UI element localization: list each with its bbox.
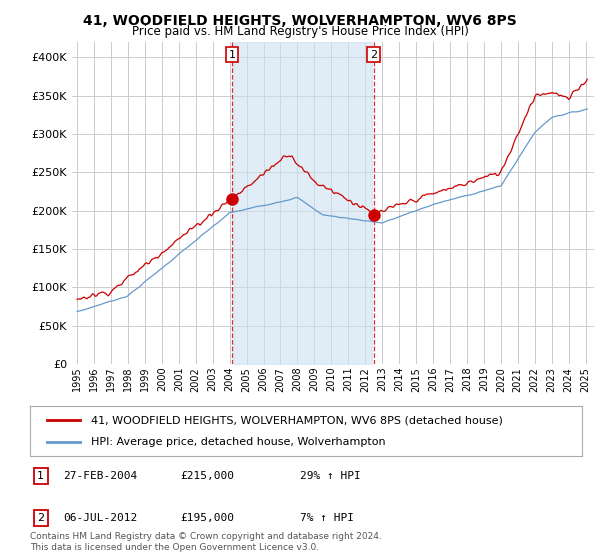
Text: 29% ↑ HPI: 29% ↑ HPI [300, 471, 361, 481]
Text: £215,000: £215,000 [180, 471, 234, 481]
Text: 1: 1 [229, 50, 236, 60]
Text: 41, WOODFIELD HEIGHTS, WOLVERHAMPTON, WV6 8PS (detached house): 41, WOODFIELD HEIGHTS, WOLVERHAMPTON, WV… [91, 415, 503, 425]
Text: 2: 2 [37, 513, 44, 523]
Text: Price paid vs. HM Land Registry's House Price Index (HPI): Price paid vs. HM Land Registry's House … [131, 25, 469, 38]
Text: 06-JUL-2012: 06-JUL-2012 [63, 513, 137, 523]
Text: 41, WOODFIELD HEIGHTS, WOLVERHAMPTON, WV6 8PS: 41, WOODFIELD HEIGHTS, WOLVERHAMPTON, WV… [83, 14, 517, 28]
Text: 7% ↑ HPI: 7% ↑ HPI [300, 513, 354, 523]
Text: HPI: Average price, detached house, Wolverhampton: HPI: Average price, detached house, Wolv… [91, 437, 385, 447]
Text: 27-FEB-2004: 27-FEB-2004 [63, 471, 137, 481]
Text: 1: 1 [37, 471, 44, 481]
Text: £195,000: £195,000 [180, 513, 234, 523]
Text: 2: 2 [370, 50, 377, 60]
Text: Contains HM Land Registry data © Crown copyright and database right 2024.
This d: Contains HM Land Registry data © Crown c… [30, 532, 382, 552]
